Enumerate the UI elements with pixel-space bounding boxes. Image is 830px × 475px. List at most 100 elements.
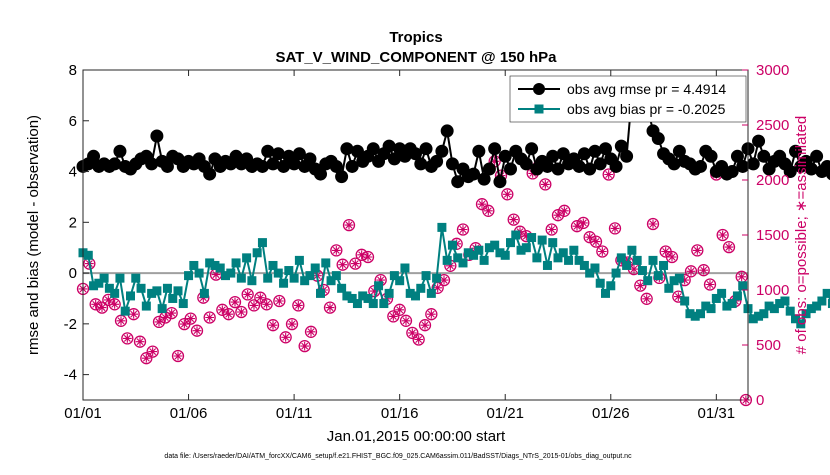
rmse-point xyxy=(505,163,517,175)
rmse-point xyxy=(262,145,274,157)
obs-assimilated-marker xyxy=(503,190,512,199)
obs-assimilated-marker xyxy=(307,327,316,336)
obs-assimilated-marker xyxy=(718,231,727,240)
bias-point xyxy=(295,256,304,265)
obs-count-point xyxy=(268,320,279,331)
rmse-point xyxy=(272,148,284,160)
rmse-point xyxy=(341,143,353,155)
bias-point xyxy=(400,264,409,273)
bias-point xyxy=(152,286,161,295)
bias-point xyxy=(643,276,652,285)
obs-count-point xyxy=(236,307,247,318)
obs-assimilated-marker xyxy=(117,316,126,325)
obs-count-point xyxy=(280,332,291,343)
rmse-point xyxy=(621,150,633,162)
obs-assimilated-marker xyxy=(174,352,183,361)
obs-assimilated-marker xyxy=(395,305,404,314)
obs-assimilated-marker xyxy=(345,221,354,230)
obs-assimilated-marker xyxy=(408,329,417,338)
x-tick-label: 01/11 xyxy=(276,405,312,422)
obs-count-point xyxy=(394,304,405,315)
y-tick-label: 6 xyxy=(69,113,77,130)
obs-count-point xyxy=(293,300,304,311)
obs-count-point xyxy=(325,302,336,313)
obs-assimilated-marker xyxy=(110,300,119,309)
bias-point xyxy=(480,256,489,265)
obs-assimilated-marker xyxy=(326,303,335,312)
obs-count-point xyxy=(173,351,184,362)
bias-point xyxy=(242,253,251,262)
rmse-point xyxy=(737,160,749,172)
obs-count-point xyxy=(274,296,285,307)
obs-assimilated-marker xyxy=(579,219,588,228)
bias-point xyxy=(274,269,283,278)
obs-count-point xyxy=(426,309,437,320)
obs-count-point xyxy=(306,326,317,337)
x-axis-label: Jan.01,2015 00:00:00 start xyxy=(327,428,506,445)
y-tick-label: -4 xyxy=(64,367,77,384)
y-tick-label: 2 xyxy=(69,214,77,231)
bias-point xyxy=(279,279,288,288)
obs-count-point xyxy=(299,341,310,352)
obs-count-point xyxy=(610,223,621,234)
obs-count-point xyxy=(185,313,196,324)
obs-count-point xyxy=(483,205,494,216)
obs-count-point xyxy=(337,259,348,270)
obs-count-point xyxy=(331,245,342,256)
bias-point xyxy=(369,299,378,308)
bias-point xyxy=(422,271,431,280)
obs-assimilated-marker xyxy=(547,225,556,234)
bias-point xyxy=(606,281,615,290)
rmse-point xyxy=(589,145,601,157)
obs-count-point xyxy=(458,224,469,235)
y-right-tick-label: 2000 xyxy=(756,172,789,189)
obs-assimilated-marker xyxy=(459,225,468,234)
data-file-footer: data file: /Users/raeder/DAI/ATM_forcXX/… xyxy=(164,453,632,460)
obs-assimilated-marker xyxy=(414,335,423,344)
bias-point xyxy=(659,261,668,270)
rmse-point xyxy=(256,160,268,172)
bias-point xyxy=(237,274,246,283)
bias-point xyxy=(427,289,436,298)
obs-assimilated-marker xyxy=(231,298,240,307)
bias-point xyxy=(332,271,341,280)
bias-point xyxy=(184,271,193,280)
bias-point xyxy=(707,304,716,313)
y-axis-label: rmse and bias (model - observation) xyxy=(25,115,42,355)
bias-point xyxy=(200,289,209,298)
x-tick-label: 01/06 xyxy=(170,405,208,422)
obs-count-point xyxy=(109,299,120,310)
bias-point xyxy=(163,284,172,293)
x-tick-label: 01/16 xyxy=(381,405,419,422)
obs-assimilated-marker xyxy=(123,334,132,343)
rmse-point xyxy=(420,143,432,155)
obs-count-point xyxy=(717,230,728,241)
bias-point xyxy=(311,264,320,273)
legend-entry-bias: obs avg bias pr = -0.2025 xyxy=(567,101,726,117)
rmse-point xyxy=(811,150,823,162)
y-right-tick-label: 0 xyxy=(756,392,764,409)
rmse-point xyxy=(146,158,158,170)
obs-assimilated-marker xyxy=(237,308,246,317)
obs-count-point xyxy=(192,325,203,336)
bias-point xyxy=(247,276,256,285)
obs-count-point xyxy=(546,224,557,235)
obs-assimilated-marker xyxy=(389,312,398,321)
obs-assimilated-marker xyxy=(592,237,601,246)
legend: obs avg rmse pr = 4.4914 obs avg bias pr… xyxy=(510,76,746,122)
obs-assimilated-marker xyxy=(598,247,607,256)
bias-point xyxy=(316,289,325,298)
legend-marker-bias xyxy=(535,105,544,114)
obs-assimilated-marker xyxy=(541,180,550,189)
obs-assimilated-marker xyxy=(142,354,151,363)
x-tick-label: 01/01 xyxy=(64,405,102,422)
obs-count-point xyxy=(578,217,589,228)
obs-count-point xyxy=(242,289,253,300)
obs-count-point xyxy=(223,309,234,320)
rmse-point xyxy=(747,158,759,170)
bias-point xyxy=(226,269,235,278)
obs-count-point xyxy=(147,346,158,357)
obs-assimilated-marker xyxy=(509,215,518,224)
obs-count-point xyxy=(204,312,215,323)
rmse-point xyxy=(547,150,559,162)
